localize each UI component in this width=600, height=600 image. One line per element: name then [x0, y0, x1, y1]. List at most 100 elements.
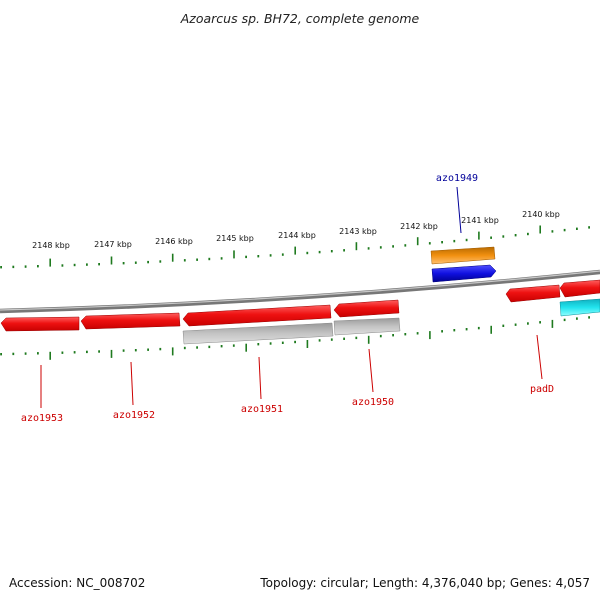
minor-tick	[37, 352, 39, 355]
gene-azo1950-arrow[interactable]	[333, 299, 400, 318]
minor-tick	[392, 245, 394, 248]
major-tick	[110, 256, 113, 265]
minor-tick	[441, 330, 443, 333]
gene-azo1951-arrow[interactable]	[182, 304, 332, 327]
minor-tick	[37, 265, 39, 268]
major-tick	[478, 231, 480, 240]
minor-tick	[441, 241, 443, 244]
minor-tick	[588, 316, 590, 319]
major-tick	[49, 351, 51, 360]
minor-tick	[514, 323, 517, 326]
minor-tick	[563, 228, 566, 232]
major-tick	[429, 331, 431, 340]
minor-tick	[330, 338, 333, 341]
minor-tick	[392, 334, 394, 337]
minor-tick	[318, 339, 321, 342]
minor-tick	[306, 251, 309, 255]
minor-tick	[465, 238, 468, 242]
tick-label-2142: 2142 kbp	[400, 222, 438, 231]
minor-tick	[527, 232, 529, 236]
minor-tick	[551, 230, 554, 233]
minor-tick	[0, 266, 2, 269]
minor-tick	[330, 250, 333, 253]
minor-tick	[281, 341, 284, 344]
minor-tick	[61, 351, 64, 354]
gene-grey-feature-2[interactable]	[333, 317, 401, 336]
tick-label-2144: 2144 kbp	[278, 231, 316, 240]
minor-tick	[12, 352, 15, 356]
gene-azo1952-arrow[interactable]	[80, 312, 181, 330]
minor-tick	[453, 239, 456, 243]
gene-padD-arrow[interactable]	[505, 284, 561, 303]
minor-tick	[477, 326, 480, 330]
label-azo1950[interactable]: azo1950	[352, 397, 394, 408]
accession-label: Accession: NC_008702	[9, 576, 146, 590]
minor-tick	[61, 264, 64, 267]
minor-tick	[269, 254, 272, 257]
label-azo1953[interactable]: azo1953	[21, 413, 63, 424]
major-tick	[245, 343, 247, 352]
minor-tick	[147, 348, 149, 351]
minor-tick	[404, 333, 407, 336]
minor-tick	[73, 351, 76, 354]
major-tick	[367, 335, 370, 344]
tick-label-2147: 2147 kbp	[94, 240, 132, 249]
gene-azo1949-arrow[interactable]	[431, 264, 497, 283]
minor-tick	[367, 247, 370, 250]
minor-tick	[379, 334, 382, 338]
label-azo1949[interactable]: azo1949	[436, 173, 478, 184]
major-tick	[171, 253, 174, 262]
minor-tick	[294, 340, 296, 344]
major-tick	[539, 225, 541, 234]
minor-tick	[257, 255, 260, 258]
genome-backbone	[0, 269, 600, 314]
minor-tick	[257, 343, 260, 346]
minor-tick	[232, 344, 235, 347]
minor-tick	[514, 234, 517, 237]
tick-label-2148: 2148 kbp	[32, 241, 70, 250]
major-tick	[110, 349, 113, 358]
minor-tick	[208, 257, 211, 261]
label-leaders	[40, 186, 543, 408]
minor-tick	[220, 257, 223, 260]
leader-azo1950	[368, 348, 374, 393]
minor-tick	[563, 318, 566, 322]
major-tick	[306, 340, 309, 348]
gene-cyan-feature[interactable]	[559, 298, 600, 317]
minor-tick	[86, 263, 88, 266]
minor-tick	[318, 250, 321, 254]
major-tick	[233, 250, 235, 259]
minor-tick	[98, 350, 100, 353]
gene-grey-feature-1[interactable]	[182, 322, 334, 345]
gene-azo1953-arrow[interactable]	[0, 316, 80, 332]
minor-tick	[183, 259, 186, 262]
minor-tick	[24, 352, 27, 355]
minor-tick	[281, 253, 284, 256]
minor-tick	[404, 244, 407, 247]
gene-orange-feature[interactable]	[430, 246, 496, 265]
minor-tick	[98, 263, 100, 266]
gene-red-arrow-edge[interactable]	[559, 279, 600, 298]
label-padD[interactable]: padD	[530, 384, 554, 395]
major-tick	[171, 347, 174, 356]
major-tick	[49, 258, 51, 267]
major-tick	[490, 325, 492, 334]
tick-label-2146: 2146 kbp	[155, 237, 193, 246]
label-azo1951[interactable]: azo1951	[241, 404, 283, 415]
minor-tick	[465, 328, 468, 331]
tick-label-2140: 2140 kbp	[522, 210, 560, 219]
minor-tick	[122, 349, 125, 352]
minor-tick	[159, 347, 162, 351]
minor-tick	[379, 246, 382, 249]
major-tick	[551, 319, 554, 328]
minor-tick	[453, 329, 456, 332]
minor-tick	[527, 322, 529, 325]
label-azo1952[interactable]: azo1952	[113, 410, 155, 421]
leader-azo1952	[130, 361, 134, 406]
minor-tick	[245, 255, 247, 259]
minor-tick	[220, 345, 223, 348]
leader-azo1951	[258, 356, 262, 400]
minor-tick	[343, 337, 345, 340]
leader-padD	[536, 334, 543, 380]
